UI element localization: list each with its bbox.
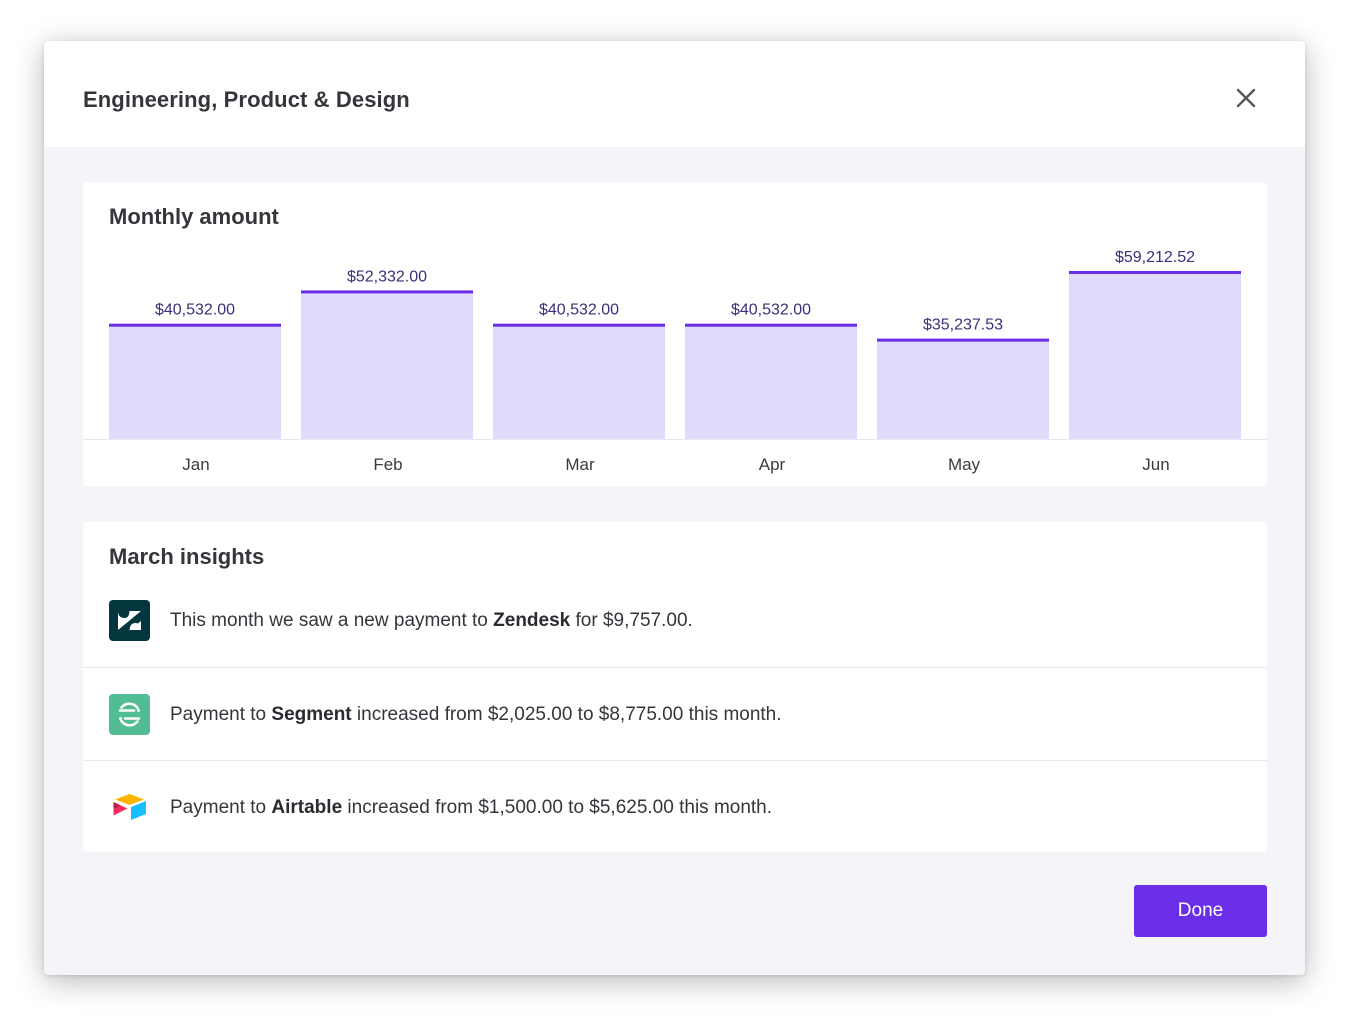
insight-vendor: Segment (271, 704, 352, 725)
zendesk-logo-icon (109, 600, 150, 641)
chart-category-label: May (948, 455, 981, 474)
chart-category-label: Feb (373, 455, 402, 474)
chart-bar-top-line (685, 323, 857, 327)
chart-bar-top-line (301, 290, 473, 294)
insight-vendor: Zendesk (493, 610, 571, 631)
chart-data-label: $59,212.52 (1115, 249, 1195, 266)
chart-data-label: $40,532.00 (155, 302, 235, 319)
monthly-amount-chart: $40,532.00 Jan $52,332.00 Feb $40,532.00 Mar $… (83, 249, 1267, 474)
chart-data-label: $52,332.00 (347, 268, 427, 285)
close-icon (1236, 88, 1256, 108)
chart-bar-top-line (1069, 271, 1241, 274)
insight-text: Payment to Segment increased from $2,025… (170, 704, 782, 726)
insights-title: March insights (109, 544, 265, 569)
close-button[interactable] (1230, 82, 1262, 114)
insight-text-after: for $9,757.00. (570, 610, 693, 631)
chart-data-label: $35,237.53 (923, 317, 1003, 334)
chart-data-label: $40,532.00 (731, 302, 811, 319)
chart-bar-top-line (109, 323, 281, 327)
chart-bar (493, 324, 665, 439)
insight-item: Payment to Airtable increased from $1,50… (83, 760, 1267, 854)
chart-category-label: Jun (1142, 455, 1169, 474)
insight-text-after: increased from $1,500.00 to $5,625.00 th… (342, 797, 773, 818)
chart-bar (685, 324, 857, 439)
chart-bar (1069, 272, 1241, 439)
insight-text: This month we saw a new payment to Zende… (170, 610, 693, 632)
chart-category-label: Jan (182, 455, 209, 474)
chart-category-label: Mar (565, 455, 595, 474)
insight-text-after: increased from $2,025.00 to $8,775.00 th… (351, 704, 782, 725)
modal-header: Engineering, Product & Design (44, 41, 1305, 147)
insight-text-before: Payment to (170, 704, 272, 725)
modal-title: Engineering, Product & Design (83, 87, 410, 112)
done-button[interactable]: Done (1134, 885, 1267, 937)
chart-bar (109, 324, 281, 439)
segment-logo-icon (109, 694, 150, 735)
march-insights-card: March insights This month we saw a new p… (83, 522, 1267, 852)
chart-category-label: Apr (759, 455, 786, 474)
insight-text-before: Payment to (170, 797, 272, 818)
chart-bar-top-line (493, 323, 665, 327)
insight-text: Payment to Airtable increased from $1,50… (170, 797, 772, 819)
chart-data-label: $40,532.00 (539, 302, 619, 319)
insight-vendor: Airtable (271, 797, 343, 818)
chart-bar-top-line (877, 338, 1049, 342)
insights-modal: Engineering, Product & Design $40,532.00… (44, 41, 1305, 975)
chart-title: Monthly amount (109, 204, 279, 229)
insight-text-before: This month we saw a new payment to (170, 610, 494, 631)
insight-item: Payment to Segment increased from $2,025… (83, 667, 1267, 761)
insight-item: This month we saw a new payment to Zende… (83, 574, 1267, 667)
airtable-logo-icon (109, 787, 150, 828)
chart-bar (877, 339, 1049, 439)
chart-bar (301, 291, 473, 439)
monthly-amount-card: $40,532.00 Jan $52,332.00 Feb $40,532.00 Mar $… (83, 182, 1267, 486)
